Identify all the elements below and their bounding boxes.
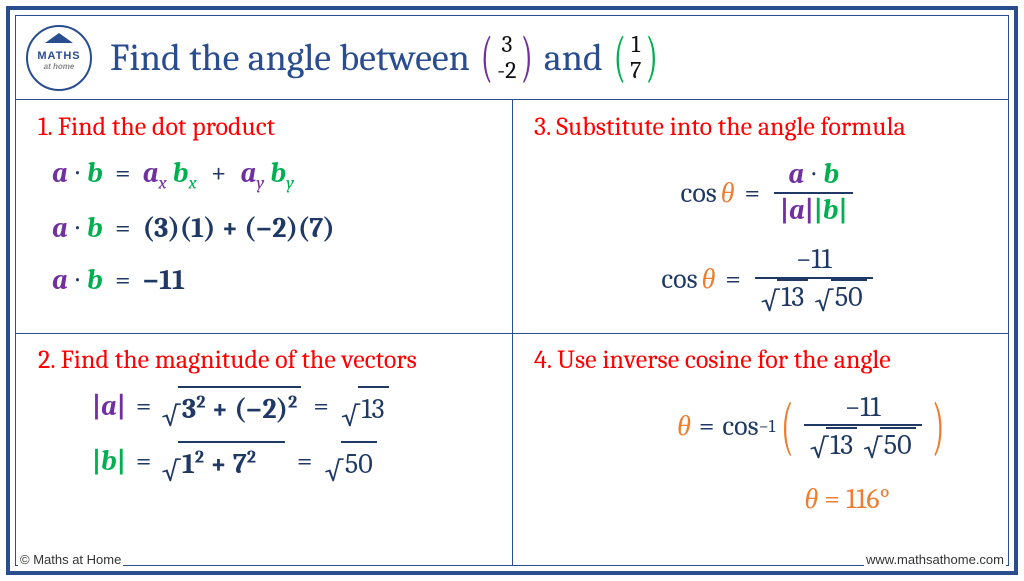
fraction: a ∙ b |a||b| bbox=[774, 158, 853, 227]
step-4-title: 4. Use inverse cosine for the angle bbox=[534, 345, 990, 375]
step-2-title: 2. Find the magnitude of the vectors bbox=[38, 345, 494, 375]
step-3-math: cos θ = a ∙ b |a||b| bbox=[534, 152, 990, 325]
magnitude-a: |a| = √ 32 + (−2)2 = √13 bbox=[92, 385, 494, 430]
vec-a-top: 3 bbox=[497, 32, 516, 57]
dot-product-result: a ∙ b = −11 bbox=[52, 259, 494, 301]
vector-a: ( 3 -2 ) bbox=[476, 32, 538, 82]
title-prefix: Find the angle between bbox=[110, 36, 470, 80]
fraction: −11 √13 √50 bbox=[804, 391, 922, 463]
footer-copyright: © Maths at Home bbox=[18, 552, 123, 567]
paren-right-icon: ) bbox=[646, 38, 658, 77]
vector-a-values: 3 -2 bbox=[497, 32, 516, 82]
step-2-math: |a| = √ 32 + (−2)2 = √13 |b| = √ 12 + 72… bbox=[78, 385, 494, 486]
footer-url: www.mathsathome.com bbox=[864, 552, 1006, 567]
paren-right-icon: ) bbox=[932, 404, 944, 449]
angle-formula: cos θ = a ∙ b |a||b| bbox=[681, 158, 858, 227]
paren-left-icon: ( bbox=[614, 38, 626, 77]
inverse-cosine: θ = cos−1 ( −11 √13 √50 ) bbox=[677, 391, 950, 463]
logo: MATHS at home bbox=[26, 25, 92, 91]
paren-left-icon: ( bbox=[781, 404, 793, 449]
content-grid: 1. Find the dot product a ∙ b = ax bx + … bbox=[16, 100, 1008, 565]
paren-right-icon: ) bbox=[521, 38, 533, 77]
magnitude-b: |b| = √ 12 + 72 = √50 bbox=[92, 440, 494, 485]
title-and: and bbox=[544, 36, 603, 80]
vector-b: ( 1 7 ) bbox=[609, 32, 663, 82]
step-1-title: 1. Find the dot product bbox=[38, 112, 494, 142]
logo-text-1: MATHS bbox=[37, 50, 80, 62]
vec-a-bottom: -2 bbox=[497, 58, 516, 83]
step-1: 1. Find the dot product a ∙ b = ax bx + … bbox=[16, 100, 512, 333]
step-1-math: a ∙ b = ax bx + ay by a ∙ b = bbox=[38, 152, 494, 301]
vec-b-top: 1 bbox=[630, 32, 641, 57]
step-4-math: θ = cos−1 ( −11 √13 √50 ) bbox=[534, 385, 990, 531]
inner-frame: MATHS at home Find the angle between ( 3… bbox=[15, 15, 1009, 566]
paren-left-icon: ( bbox=[481, 38, 493, 77]
step-2: 2. Find the magnitude of the vectors |a|… bbox=[16, 333, 512, 566]
vec-b-bottom: 7 bbox=[630, 58, 641, 83]
final-result: θ = 116° bbox=[804, 478, 890, 520]
step-4: 4. Use inverse cosine for the angle θ = … bbox=[512, 333, 1008, 566]
fraction: −11 √13 √50 bbox=[755, 243, 873, 315]
angle-formula-sub: cos θ = −11 √13 √50 bbox=[661, 243, 876, 315]
step-3: 3. Substitute into the angle formula cos… bbox=[512, 100, 1008, 333]
dot-product-formula: a ∙ b = ax bx + ay by bbox=[52, 152, 494, 197]
logo-roof-icon bbox=[45, 33, 73, 43]
logo-text-2: at home bbox=[44, 62, 75, 71]
vector-b-values: 1 7 bbox=[630, 32, 641, 82]
step-3-title: 3. Substitute into the angle formula bbox=[534, 112, 990, 142]
dot-product-substitution: a ∙ b = (3)(1) + (−2)(7) bbox=[52, 207, 494, 249]
page-title: Find the angle between ( 3 -2 ) and ( 1 … bbox=[110, 32, 663, 82]
header: MATHS at home Find the angle between ( 3… bbox=[16, 16, 1008, 100]
outer-frame: MATHS at home Find the angle between ( 3… bbox=[6, 6, 1018, 575]
